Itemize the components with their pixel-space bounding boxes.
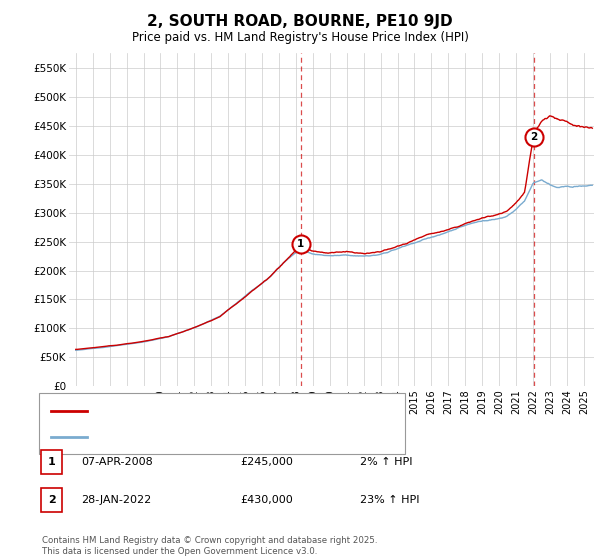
Text: 1: 1 [48,457,55,467]
Text: 2, SOUTH ROAD, BOURNE, PE10 9JD: 2, SOUTH ROAD, BOURNE, PE10 9JD [147,14,453,29]
Text: 07-APR-2008: 07-APR-2008 [81,457,153,467]
Text: 2, SOUTH ROAD, BOURNE, PE10 9JD (detached house): 2, SOUTH ROAD, BOURNE, PE10 9JD (detache… [93,407,375,416]
Text: 1: 1 [297,240,304,249]
Text: 28-JAN-2022: 28-JAN-2022 [81,495,151,505]
Text: 2: 2 [48,495,55,505]
Text: HPI: Average price, detached house, South Kesteven: HPI: Average price, detached house, Sout… [93,432,367,442]
Text: £430,000: £430,000 [240,495,293,505]
Text: 2: 2 [530,132,538,142]
Text: 2% ↑ HPI: 2% ↑ HPI [360,457,413,467]
Text: £245,000: £245,000 [240,457,293,467]
Text: Contains HM Land Registry data © Crown copyright and database right 2025.
This d: Contains HM Land Registry data © Crown c… [42,536,377,556]
Text: Price paid vs. HM Land Registry's House Price Index (HPI): Price paid vs. HM Land Registry's House … [131,31,469,44]
Text: 23% ↑ HPI: 23% ↑ HPI [360,495,419,505]
